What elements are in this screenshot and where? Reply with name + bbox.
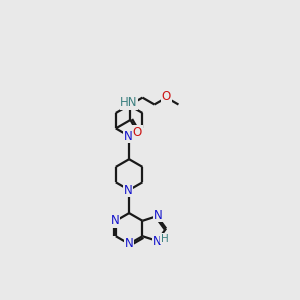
Text: N: N [124, 130, 133, 142]
Text: O: O [162, 90, 171, 103]
Text: N: N [124, 184, 133, 196]
Text: N: N [111, 214, 119, 227]
Text: O: O [133, 126, 142, 139]
Text: N: N [153, 235, 161, 248]
Text: HN: HN [120, 97, 138, 110]
Text: H: H [161, 234, 169, 244]
Text: N: N [125, 237, 134, 250]
Text: N: N [154, 209, 162, 222]
